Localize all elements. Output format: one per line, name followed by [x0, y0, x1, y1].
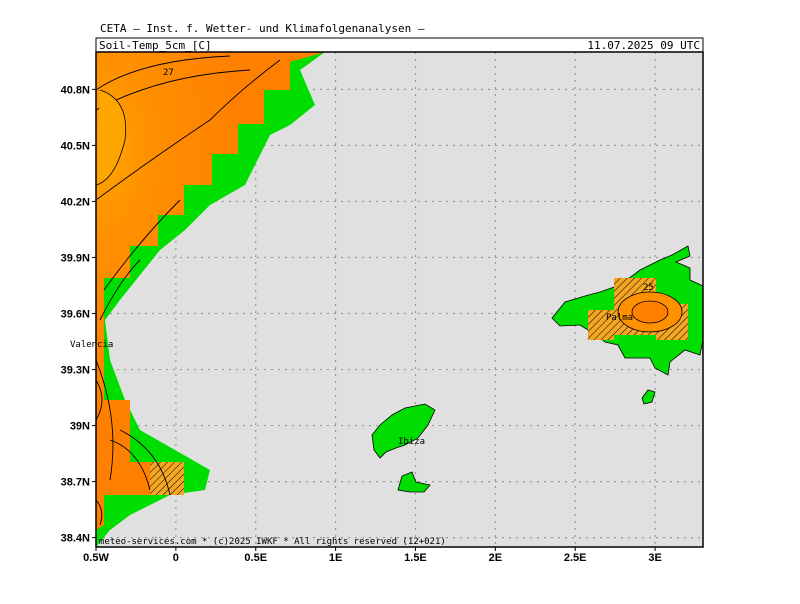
island-formentera [397, 471, 431, 493]
y-tick-label: 40.8N [61, 84, 90, 96]
x-tick-label: 1E [329, 552, 342, 564]
footer: meteo-services.com * (c)2025 IWKF * All … [99, 537, 446, 547]
map-title: Soil-Temp_5cm_[C] [99, 39, 212, 52]
y-tick-label: 38.4N [61, 533, 90, 545]
hatched-cell [150, 462, 184, 495]
x-tick-label: 0 [173, 552, 179, 564]
island-menorca-tip [641, 389, 656, 405]
y-tick-label: 39.6N [61, 309, 90, 321]
x-tick-label: 2.5E [564, 552, 587, 564]
place-label: Palma [606, 313, 633, 323]
y-tick-label: 40.2N [61, 196, 90, 208]
y-tick-label: 39N [70, 421, 90, 433]
header: CETA — Inst. f. Wetter- und Klimafolgena… [100, 22, 425, 35]
warm-core [631, 300, 669, 324]
y-tick-label: 39.3N [61, 365, 90, 377]
y-tick-label: 40.5N [61, 140, 90, 152]
y-tick-label: 39.9N [61, 252, 90, 264]
contour-label: 27 [163, 68, 174, 78]
map-area: 27 25 Ibiza Palma meteo-services.com * (… [96, 52, 703, 547]
plot-frame [95, 51, 704, 548]
map-date: 11.07.2025 09 UTC [587, 39, 700, 52]
x-tick-label: 2E [489, 552, 502, 564]
x-tick-label: 0.5W [83, 552, 109, 564]
soil-temp-field [96, 52, 325, 530]
x-tick-label: 3E [648, 552, 661, 564]
x-tick-label: 1.5E [404, 552, 427, 564]
contour-label: 25 [643, 283, 654, 293]
place-label: Valencia [70, 340, 113, 350]
x-tick-label: 0.5E [244, 552, 267, 564]
y-tick-label: 38.7N [61, 477, 90, 489]
island-ibiza [371, 403, 436, 459]
warm-core [96, 89, 127, 186]
place-label: Ibiza [398, 437, 425, 447]
contours [96, 55, 281, 526]
